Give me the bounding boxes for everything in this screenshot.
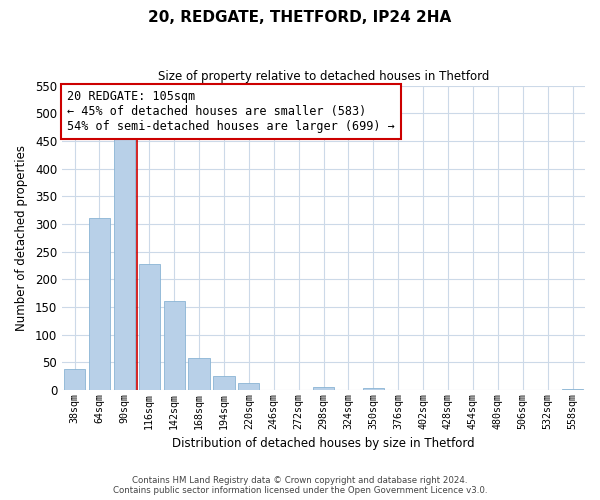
Text: Contains HM Land Registry data © Crown copyright and database right 2024.
Contai: Contains HM Land Registry data © Crown c… bbox=[113, 476, 487, 495]
Bar bbox=[89, 218, 110, 390]
Bar bbox=[313, 387, 334, 390]
Bar bbox=[562, 389, 583, 390]
Bar bbox=[164, 302, 185, 390]
Text: 20 REDGATE: 105sqm
← 45% of detached houses are smaller (583)
54% of semi-detach: 20 REDGATE: 105sqm ← 45% of detached hou… bbox=[67, 90, 395, 133]
Bar bbox=[363, 388, 384, 390]
Bar bbox=[139, 264, 160, 390]
Bar bbox=[238, 383, 259, 390]
Bar bbox=[64, 369, 85, 390]
Bar bbox=[214, 376, 235, 390]
X-axis label: Distribution of detached houses by size in Thetford: Distribution of detached houses by size … bbox=[172, 437, 475, 450]
Y-axis label: Number of detached properties: Number of detached properties bbox=[15, 144, 28, 330]
Bar bbox=[188, 358, 209, 390]
Title: Size of property relative to detached houses in Thetford: Size of property relative to detached ho… bbox=[158, 70, 489, 83]
Bar bbox=[114, 137, 135, 390]
Text: 20, REDGATE, THETFORD, IP24 2HA: 20, REDGATE, THETFORD, IP24 2HA bbox=[148, 10, 452, 25]
